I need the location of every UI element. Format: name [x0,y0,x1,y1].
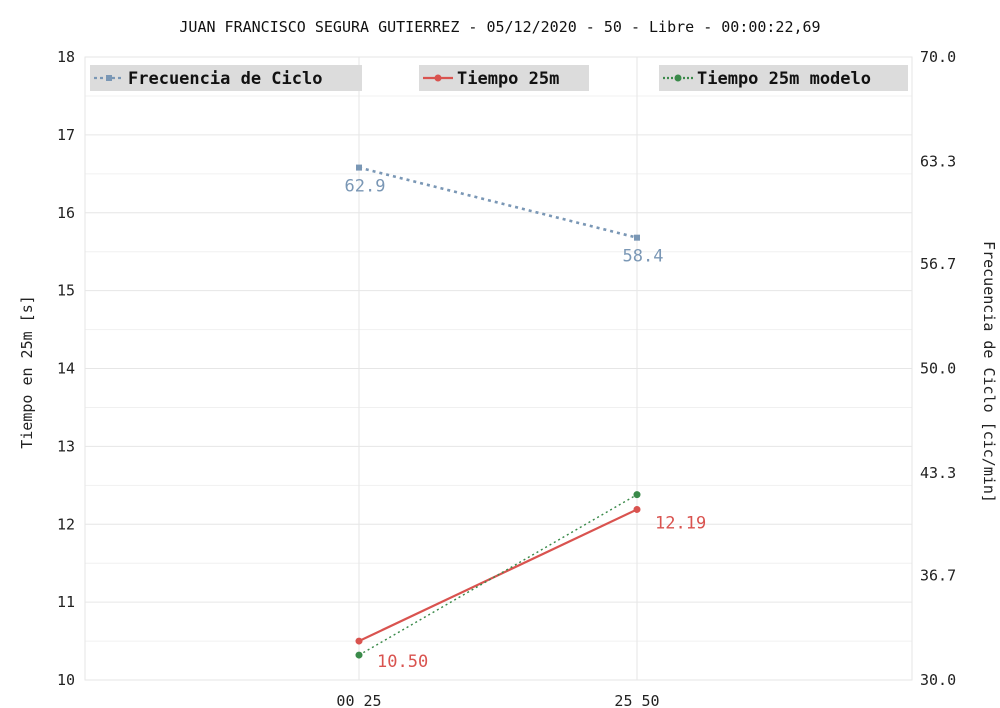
series-point-1 [633,505,641,513]
y-left-tick-label: 13 [57,437,75,455]
data-label-1: 12.19 [655,513,706,533]
y-right-tick-label: 43.3 [920,464,956,482]
legend-swatch-marker-1 [434,74,442,82]
series-line-2 [358,494,638,656]
data-label-1: 10.50 [377,652,428,672]
y-left-tick-label: 16 [57,204,75,222]
y-left-tick-label: 12 [57,515,75,533]
legend-label-0: Frecuencia de Ciclo [128,69,322,89]
y-left-tick-label: 15 [57,282,75,300]
legend-entry-bg-2 [659,65,908,91]
y-left-tick-label: 17 [57,126,75,144]
legend-swatch-marker-2 [674,74,682,82]
plot-series: 62.9 58.4 10.50 12.19 [345,164,706,672]
legend-label-1: Tiempo 25m [457,69,559,89]
legend-entry-bg-0 [90,65,362,91]
legend: Frecuencia de Ciclo Tiempo 25m Tiempo 25m … [90,65,908,91]
y-right-tick-label: 70.0 [920,48,956,66]
y-right-tick-label: 56.7 [920,255,956,273]
y-right-tick-label: 50.0 [920,360,956,378]
y-left-tick-label: 10 [57,671,75,689]
legend-swatch-marker-0 [106,75,112,81]
x-tick-label: 25 50 [614,692,659,708]
grid [84,56,913,681]
series-point-0 [634,234,640,241]
data-label-0: 62.9 [345,177,386,197]
y-right-tick-label: 36.7 [920,567,956,585]
series-line-0 [358,166,638,239]
y-left-tick-label: 18 [57,48,75,66]
y-axis-label-right: Frecuencia de Ciclo [cic/min] [980,241,998,503]
y-left-tick-label: 14 [57,360,75,378]
series-point-2 [355,651,363,659]
y-axis-label-left: Tiempo en 25m [s] [18,295,36,449]
data-label-0: 58.4 [623,247,664,267]
y-right-tick-label: 63.3 [920,152,956,170]
series-point-2 [633,491,641,499]
legend-label-2: Tiempo 25m modelo [697,69,871,89]
x-tick-label: 00 25 [336,692,381,708]
chart-title: JUAN FRANCISCO SEGURA GUTIERREZ - 05/12/… [179,18,820,36]
series-point-0 [356,164,362,171]
series-point-1 [355,637,363,645]
y-right-tick-label: 30.0 [920,671,956,689]
y-left-tick-label: 11 [57,593,75,611]
axes: 10 11 12 13 14 15 16 17 18 30.0 36.7 43.3 50.0 56.7 63… [57,48,956,708]
